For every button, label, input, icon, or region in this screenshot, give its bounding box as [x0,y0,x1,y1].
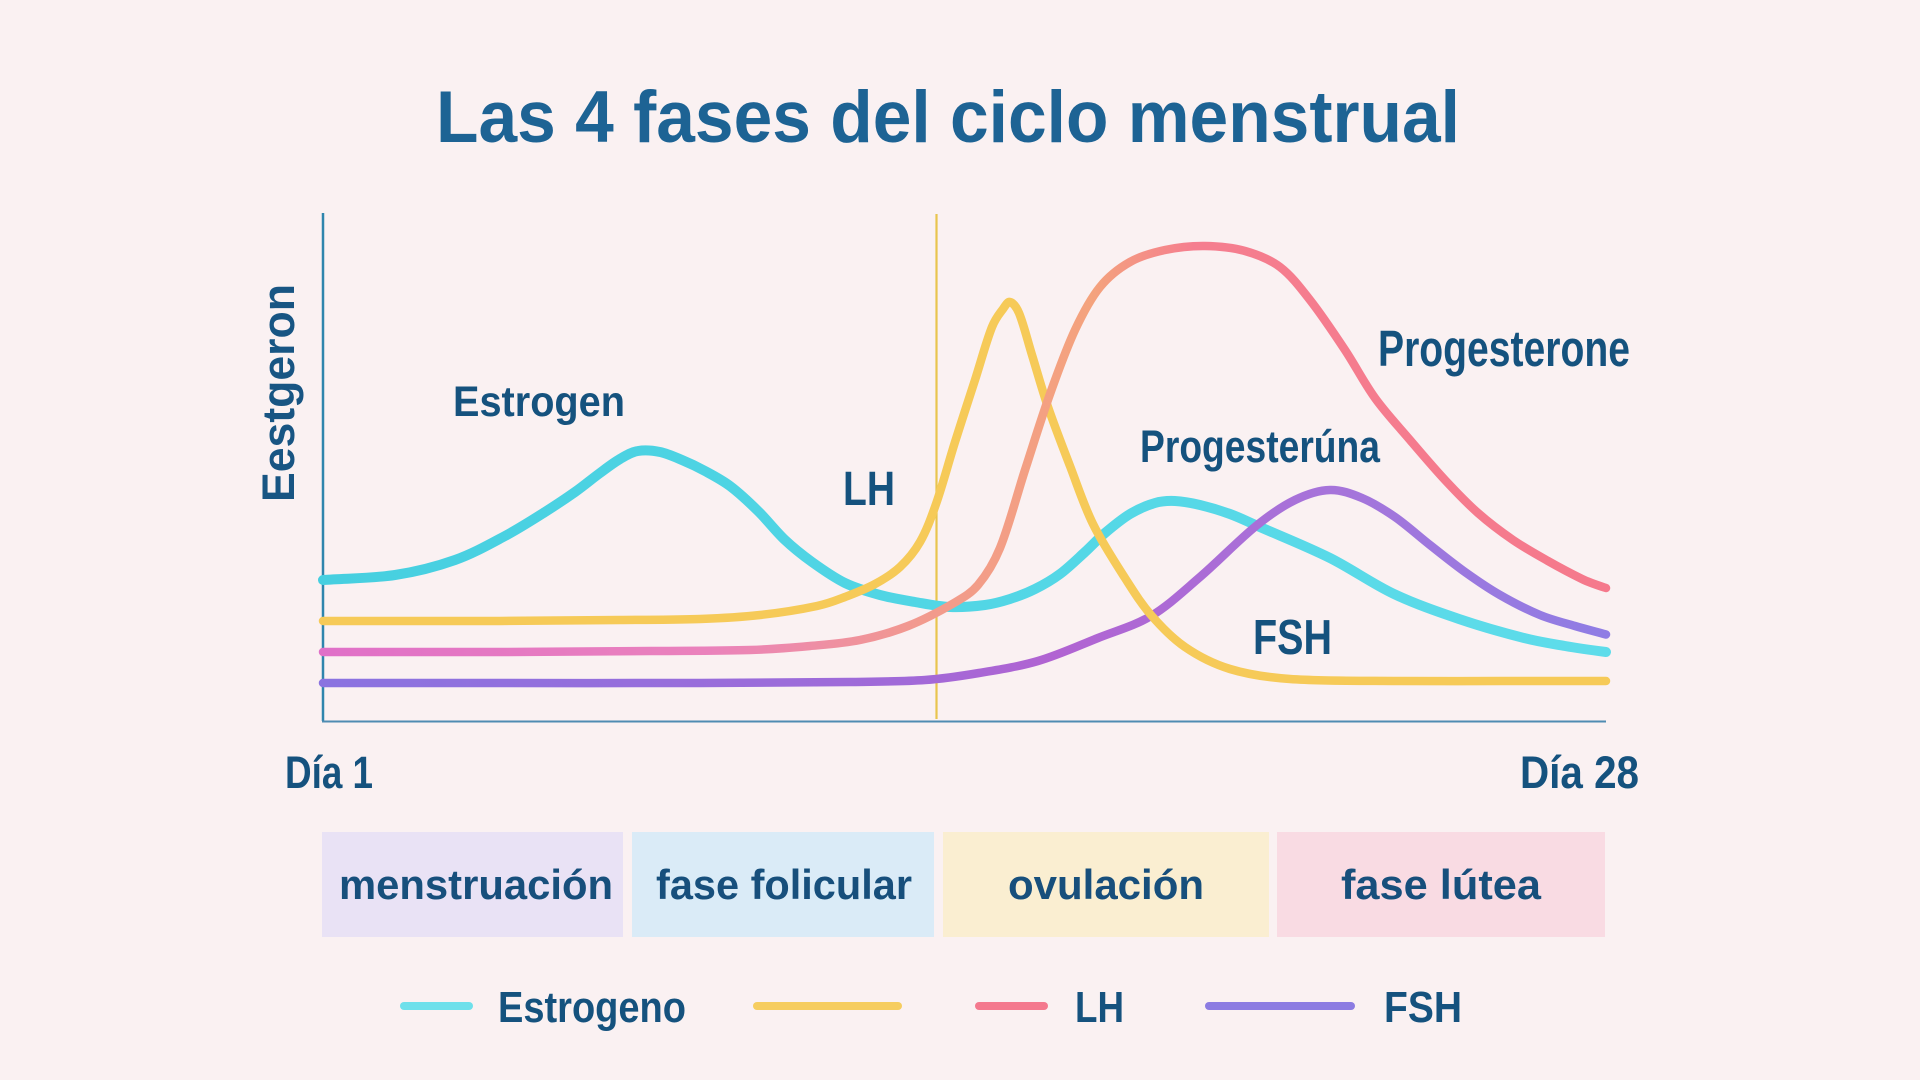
svg-text:Estrogeno: Estrogeno [498,983,686,1032]
svg-text:LH: LH [843,463,895,516]
svg-text:Las 4 fases del ciclo menstrua: Las 4 fases del ciclo menstrual [436,77,1460,158]
svg-text:Progesterone: Progesterone [1378,320,1630,377]
svg-text:Eestgeron: Eestgeron [253,284,304,502]
svg-text:fase folicular: fase folicular [656,861,912,908]
svg-text:FSH: FSH [1253,611,1332,665]
svg-text:menstruación: menstruación [339,861,613,908]
svg-text:Progesterúna: Progesterúna [1140,421,1381,472]
svg-text:ovulación: ovulación [1008,861,1204,908]
svg-text:LH: LH [1075,983,1124,1032]
svg-text:Estrogen: Estrogen [453,378,625,426]
svg-text:Día 28: Día 28 [1520,747,1639,798]
svg-text:FSH: FSH [1384,983,1462,1032]
svg-text:fase lútea: fase lútea [1341,861,1542,908]
svg-text:Día 1: Día 1 [285,747,373,798]
